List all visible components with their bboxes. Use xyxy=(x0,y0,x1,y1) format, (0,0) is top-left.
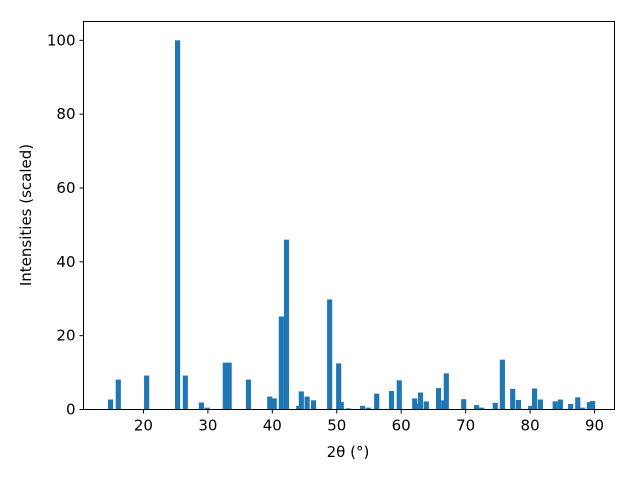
bar xyxy=(198,402,205,410)
bar xyxy=(304,396,310,410)
bar xyxy=(182,375,188,410)
bar xyxy=(388,391,395,410)
y-tick-label: 0 xyxy=(66,401,76,419)
bar xyxy=(417,392,424,410)
bar xyxy=(338,402,344,410)
bar xyxy=(204,407,210,410)
bar xyxy=(374,393,380,410)
bar xyxy=(515,399,522,410)
bar xyxy=(327,299,333,410)
x-tick-label: 90 xyxy=(585,417,604,435)
bar xyxy=(365,407,371,410)
bar xyxy=(226,362,232,410)
bar xyxy=(499,359,505,410)
x-tick-label: 80 xyxy=(521,417,540,435)
bar xyxy=(532,388,538,410)
axes-frame xyxy=(83,21,615,410)
x-tick-label: 60 xyxy=(392,417,411,435)
y-tick-label: 80 xyxy=(56,105,75,123)
x-tick-label: 30 xyxy=(198,417,217,435)
x-tick-label: 50 xyxy=(327,417,346,435)
x-tick-label: 40 xyxy=(263,417,282,435)
bar xyxy=(552,401,558,410)
x-tick-label: 70 xyxy=(456,417,475,435)
bar xyxy=(283,239,290,410)
bar xyxy=(568,403,574,410)
bar xyxy=(474,405,480,410)
y-tick-label: 60 xyxy=(56,179,75,197)
plot-area xyxy=(107,40,596,410)
bar xyxy=(345,408,351,410)
bar xyxy=(107,399,114,410)
bar xyxy=(245,379,252,410)
bar xyxy=(267,396,273,410)
bar xyxy=(144,375,150,410)
bar xyxy=(528,405,534,410)
bar xyxy=(359,405,366,410)
bar xyxy=(222,362,228,410)
bar xyxy=(414,403,420,410)
bar xyxy=(586,402,592,410)
bar xyxy=(579,407,585,410)
bar xyxy=(590,401,596,410)
bar xyxy=(310,400,317,410)
bar xyxy=(278,316,284,410)
bar xyxy=(336,363,342,410)
bar xyxy=(435,388,442,410)
y-tick-label: 40 xyxy=(56,253,75,271)
bar xyxy=(461,399,467,410)
y-axis-label: Intensities (scaled) xyxy=(17,144,35,286)
bar xyxy=(510,388,516,410)
bar xyxy=(479,407,485,410)
bar xyxy=(557,399,563,410)
bar xyxy=(492,402,498,410)
bar xyxy=(537,399,543,410)
bar xyxy=(298,391,304,410)
y-tick-label: 100 xyxy=(47,31,76,49)
bar xyxy=(443,373,449,410)
bar xyxy=(115,379,121,410)
bar xyxy=(396,380,402,410)
x-axis-label: 2θ (°) xyxy=(327,443,370,461)
bar xyxy=(423,401,429,410)
y-tick-label: 20 xyxy=(56,327,75,345)
bar xyxy=(575,397,581,410)
bar xyxy=(271,398,277,410)
x-tick-label: 20 xyxy=(134,417,153,435)
bar xyxy=(175,40,181,410)
